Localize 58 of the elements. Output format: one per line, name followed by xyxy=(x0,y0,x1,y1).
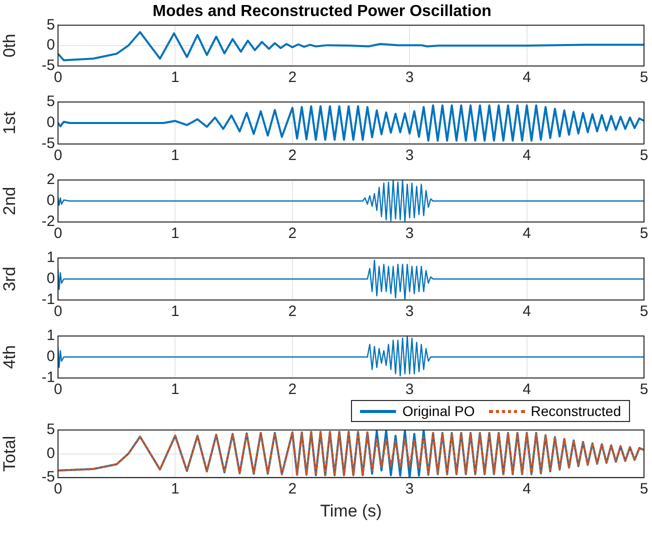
x-tick-label: 3 xyxy=(405,480,414,498)
y-tick-label: 1 xyxy=(46,249,55,266)
x-tick-label: 1 xyxy=(171,225,180,242)
y-tick-label: 0 xyxy=(46,36,55,54)
y-tick-label: 2 xyxy=(46,171,55,188)
x-tick-label: 5 xyxy=(640,303,648,320)
x-tick-label: 4 xyxy=(522,480,531,498)
x-tick-label: 4 xyxy=(522,225,531,242)
x-tick-label: 5 xyxy=(640,225,648,242)
x-tick-label: 3 xyxy=(405,225,414,242)
x-tick-label: 2 xyxy=(288,147,297,164)
y-axis-title: 3rd xyxy=(0,266,19,292)
x-tick-label: 1 xyxy=(171,381,180,398)
y-tick-label: 0 xyxy=(46,348,55,366)
x-tick-label: 1 xyxy=(171,147,180,164)
x-tick-label: 5 xyxy=(640,381,648,398)
x-tick-label: 2 xyxy=(288,381,297,398)
x-tick-label: 2 xyxy=(288,303,297,320)
x-tick-label: 2 xyxy=(288,480,297,498)
y-tick-label: -5 xyxy=(42,135,55,152)
y-tick-label: 0 xyxy=(46,192,55,210)
y-tick-label: -5 xyxy=(42,468,55,486)
y-axis-title: 2nd xyxy=(0,186,19,216)
x-tick-label: 1 xyxy=(171,480,180,498)
y-tick-label: -2 xyxy=(42,213,55,230)
y-tick-label: 5 xyxy=(46,16,55,34)
y-tick-label: 5 xyxy=(46,93,55,110)
y-tick-label: 0 xyxy=(46,114,55,132)
x-tick-label: 2 xyxy=(288,69,297,86)
y-axis-title: Total xyxy=(0,436,19,472)
x-tick-label: 1 xyxy=(171,69,180,86)
x-tick-label: 2 xyxy=(288,225,297,242)
x-axis-title: Time (s) xyxy=(320,501,382,520)
y-axis-title: 4th xyxy=(0,345,19,369)
y-tick-label: -1 xyxy=(42,291,55,308)
x-tick-label: 4 xyxy=(522,303,531,320)
y-axis-title: 1st xyxy=(0,111,19,134)
x-tick-label: 5 xyxy=(640,480,648,498)
y-tick-label: 1 xyxy=(46,327,55,344)
x-tick-label: 3 xyxy=(405,381,414,398)
x-tick-label: 3 xyxy=(405,69,414,86)
y-tick-label: -1 xyxy=(42,369,55,386)
y-tick-label: -5 xyxy=(42,57,55,74)
chart-title: Modes and Reconstructed Power Oscillation xyxy=(152,3,492,20)
x-tick-label: 3 xyxy=(405,303,414,320)
x-tick-label: 4 xyxy=(522,147,531,164)
x-tick-label: 1 xyxy=(171,303,180,320)
x-tick-label: 4 xyxy=(522,69,531,86)
legend-label: Reconstructed xyxy=(530,403,621,419)
x-tick-label: 4 xyxy=(522,381,531,398)
legend-label: Original PO xyxy=(402,403,475,419)
y-tick-label: 0 xyxy=(46,270,55,288)
x-tick-label: 5 xyxy=(640,147,648,164)
y-tick-label: 0 xyxy=(46,444,55,462)
y-tick-label: 5 xyxy=(46,421,55,438)
x-tick-label: 3 xyxy=(405,147,414,164)
x-tick-label: 5 xyxy=(640,69,648,86)
y-axis-title: 0th xyxy=(0,34,19,58)
